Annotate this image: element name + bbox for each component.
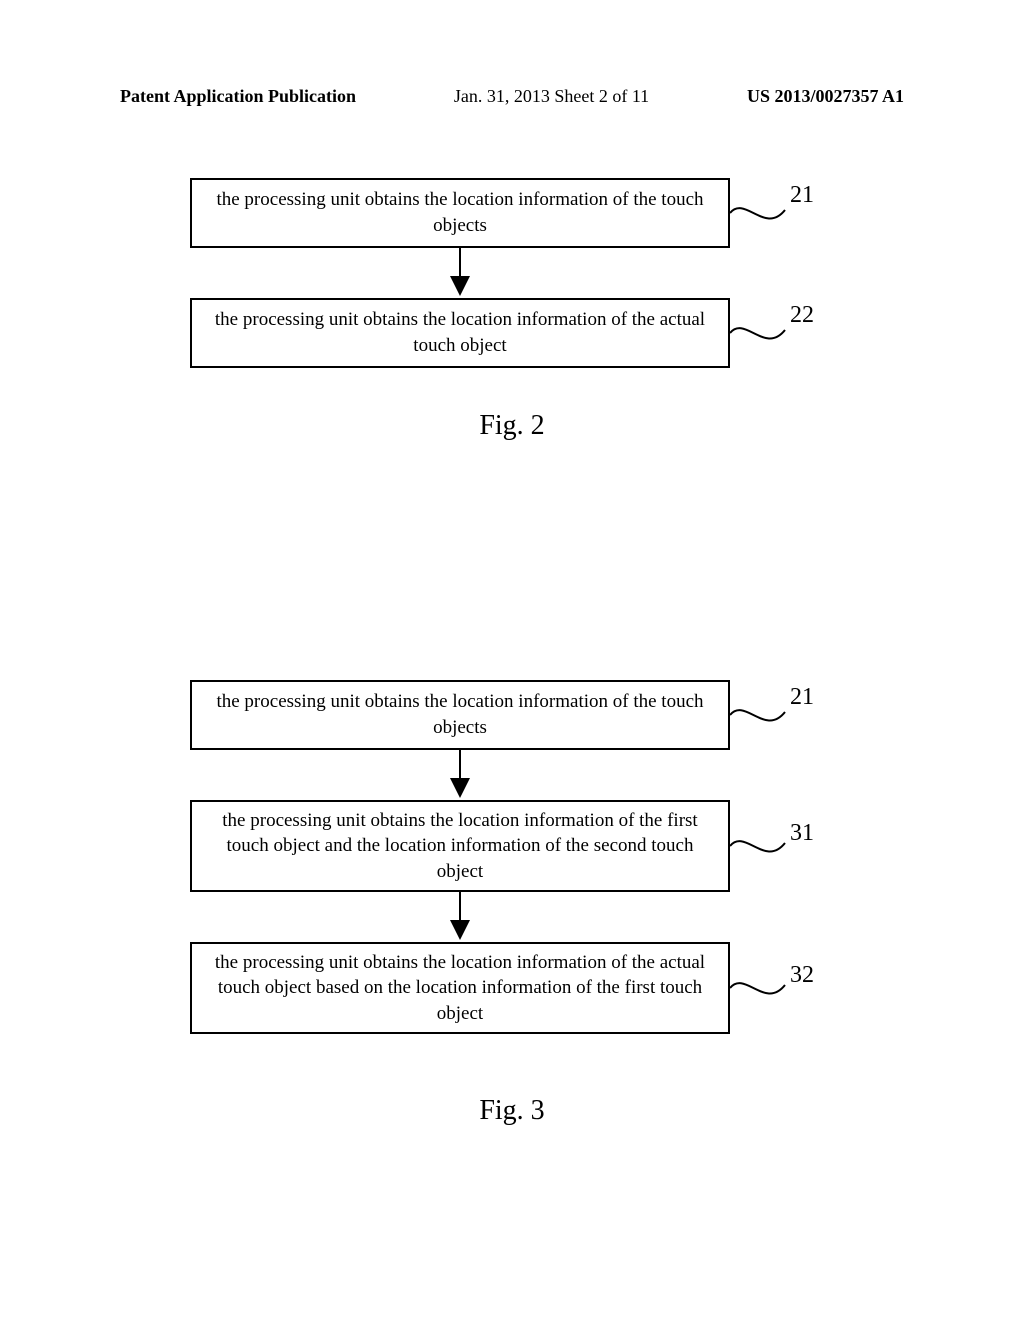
- fig2-ref-21: 21: [790, 182, 814, 209]
- fig3-box-32-text: the processing unit obtains the location…: [202, 950, 718, 1027]
- fig3-ref-32: 32: [790, 962, 814, 989]
- header-right: US 2013/0027357 A1: [747, 86, 904, 107]
- fig2-box-21-text: the processing unit obtains the location…: [202, 187, 718, 238]
- fig3-ref-31: 31: [790, 820, 814, 847]
- header-center: Jan. 31, 2013 Sheet 2 of 11: [454, 86, 649, 107]
- fig3-box-31: the processing unit obtains the location…: [190, 800, 730, 892]
- fig3-ref-21: 21: [790, 684, 814, 711]
- fig2-ref-22: 22: [790, 302, 814, 329]
- fig3-box-32: the processing unit obtains the location…: [190, 942, 730, 1034]
- fig2-caption: Fig. 2: [0, 410, 1024, 442]
- fig2-box-21: the processing unit obtains the location…: [190, 178, 730, 248]
- fig2-box-22-text: the processing unit obtains the location…: [202, 307, 718, 358]
- page-header: Patent Application Publication Jan. 31, …: [120, 86, 904, 107]
- fig3-box-21: the processing unit obtains the location…: [190, 680, 730, 750]
- header-left: Patent Application Publication: [120, 86, 356, 107]
- fig3-caption: Fig. 3: [0, 1095, 1024, 1127]
- fig2-box-22: the processing unit obtains the location…: [190, 298, 730, 368]
- fig3-box-31-text: the processing unit obtains the location…: [202, 808, 718, 885]
- fig3-box-21-text: the processing unit obtains the location…: [202, 689, 718, 740]
